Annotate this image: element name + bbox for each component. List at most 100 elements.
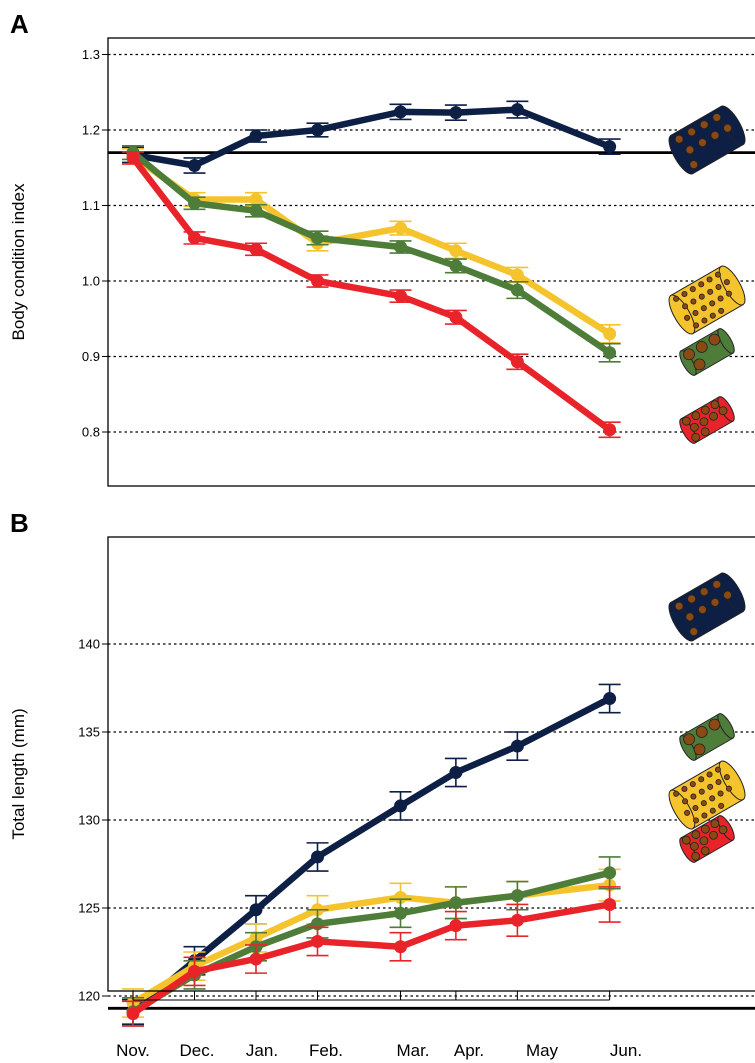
- food-icon-green: [679, 713, 735, 761]
- data-point: [394, 240, 408, 254]
- food-icon-yellow: [668, 265, 746, 335]
- series-line: [129, 149, 613, 356]
- food-pellet: [710, 130, 720, 140]
- food-pellet: [685, 145, 695, 155]
- plot-frame: [107, 37, 755, 487]
- food-pellet: [691, 411, 701, 421]
- food-pellet: [715, 283, 722, 290]
- food-icon-yellow: [668, 760, 746, 830]
- food-pellet: [674, 134, 684, 144]
- y-tick-label: 120: [78, 989, 100, 1004]
- data-point: [249, 952, 263, 966]
- food-icon-cap: [717, 328, 735, 354]
- food-icon-end: [668, 294, 696, 335]
- food-pellet: [689, 160, 699, 169]
- food-pellet: [700, 427, 710, 437]
- food-pellet: [718, 802, 725, 809]
- food-pellet: [710, 597, 720, 607]
- data-point: [449, 919, 463, 933]
- panel-label: A: [10, 9, 29, 39]
- food-pellet: [725, 785, 732, 792]
- food-pellet: [699, 587, 709, 597]
- food-pellet: [723, 774, 730, 781]
- food-pellet: [683, 733, 695, 746]
- food-pellet: [691, 830, 701, 840]
- data-point: [449, 244, 463, 258]
- y-tick-label: 140: [78, 637, 100, 652]
- data-point: [449, 259, 463, 273]
- food-pellet: [706, 771, 713, 778]
- food-pellet: [684, 314, 691, 321]
- food-pellet: [693, 358, 706, 371]
- food-pellet: [725, 290, 732, 297]
- data-point: [394, 940, 408, 954]
- food-pellet: [709, 795, 716, 802]
- food-pellet: [690, 422, 699, 432]
- food-pellet: [717, 295, 724, 302]
- food-pellet: [687, 127, 697, 137]
- food-pellet: [698, 293, 705, 300]
- y-tick-label: 130: [78, 813, 100, 828]
- food-pellet: [700, 846, 710, 856]
- food-pellet: [717, 790, 724, 797]
- food-pellet: [698, 281, 705, 288]
- food-icon-cap: [717, 713, 735, 739]
- food-pellet: [681, 290, 688, 297]
- food-pellet: [692, 310, 699, 317]
- food-pellet: [709, 807, 716, 814]
- data-point: [188, 196, 201, 210]
- data-point: [394, 799, 408, 813]
- series-2: [122, 145, 621, 363]
- data-point: [603, 897, 617, 911]
- food-pellet: [700, 824, 710, 834]
- food-pellet: [690, 841, 699, 851]
- x-tick-label: Dec.: [180, 1041, 215, 1060]
- y-axis-title: Total length (mm): [9, 708, 28, 839]
- y-tick-label: 1.1: [82, 198, 100, 213]
- food-pellet: [693, 322, 700, 329]
- food-pellet: [691, 851, 701, 861]
- food-pellet: [673, 295, 680, 302]
- data-point: [603, 692, 617, 706]
- food-pellet: [714, 766, 721, 773]
- y-axis-title: Body condition index: [9, 183, 28, 340]
- data-point: [311, 123, 324, 137]
- data-point: [394, 890, 408, 904]
- food-pellet: [695, 726, 708, 738]
- x-tick-label: Jan.: [246, 1041, 278, 1060]
- food-icon-red: [679, 396, 735, 444]
- food-pellet: [683, 348, 695, 361]
- x-tick-label: Nov.: [116, 1041, 150, 1060]
- food-pellet: [707, 288, 714, 295]
- food-pellet: [700, 305, 707, 312]
- data-point: [510, 103, 524, 117]
- series-3: [122, 151, 621, 439]
- food-pellet: [710, 819, 720, 829]
- food-pellet: [712, 113, 722, 122]
- food-pellet: [718, 307, 725, 314]
- food-pellet: [698, 605, 707, 615]
- food-pellet: [714, 271, 721, 278]
- food-pellet: [708, 333, 721, 346]
- food-pellet: [700, 405, 710, 415]
- data-point: [449, 896, 463, 910]
- data-point: [510, 268, 524, 282]
- food-pellet: [701, 812, 708, 819]
- food-pellet: [690, 793, 697, 800]
- food-pellet: [709, 300, 716, 307]
- month-axis: Nov. Dec. Jan. Feb. Mar. Apr. May Jun.: [116, 991, 642, 1060]
- data-point: [510, 913, 524, 927]
- panel-a: A 0.8 0.9 1.0 1.1 1.2 1.3 Body condition index: [9, 9, 755, 487]
- food-pellet: [699, 120, 709, 130]
- data-point: [126, 151, 140, 165]
- food-pellet: [682, 798, 689, 805]
- data-point: [311, 934, 324, 948]
- food-pellet: [689, 286, 696, 293]
- data-point: [311, 231, 324, 245]
- series-line: [129, 153, 613, 338]
- food-pellet: [700, 800, 707, 807]
- food-icon-navy: [668, 105, 746, 175]
- data-point: [449, 106, 463, 120]
- food-pellet: [698, 776, 705, 783]
